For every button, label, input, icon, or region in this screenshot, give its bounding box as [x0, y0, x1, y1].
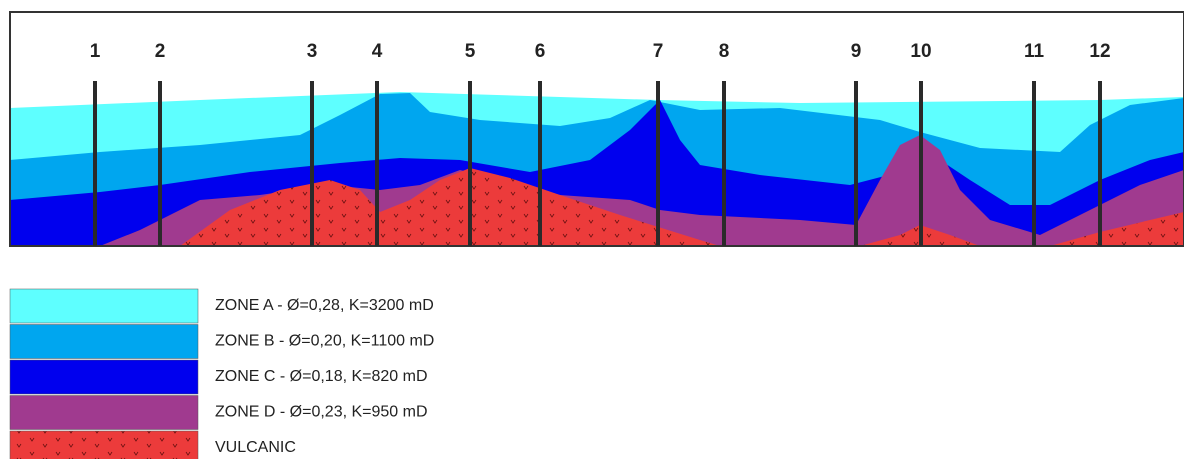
legend-label: ZONE C - Ø=0,18, K=820 mD [215, 368, 428, 385]
legend-swatch [9, 395, 199, 430]
well-label: 3 [307, 41, 318, 62]
well-label: 12 [1089, 41, 1110, 62]
frame [9, 11, 1184, 247]
well-label: 9 [851, 41, 862, 62]
legend-swatch [9, 324, 199, 359]
legend-label: VULCANIC [215, 439, 296, 456]
well-label: 7 [653, 41, 664, 62]
legend-swatch [9, 359, 199, 395]
well-label: 8 [719, 41, 730, 62]
well-label: 1 [90, 41, 101, 62]
legend-label: ZONE A - Ø=0,28, K=3200 mD [215, 297, 434, 314]
sky [10, 12, 1184, 108]
vulcanic [180, 168, 1184, 246]
well-label: 5 [465, 41, 476, 62]
legend: ZONE A - Ø=0,28, K=3200 mD ZONE B - Ø=0,2… [9, 288, 434, 459]
wells: 1 2 3 4 5 6 7 8 9 10 11 12 [90, 41, 1111, 246]
section [10, 12, 1184, 246]
legend-swatch [9, 288, 199, 324]
well-label: 6 [535, 41, 546, 62]
well-label: 10 [910, 41, 931, 62]
legend-swatch [9, 430, 199, 459]
well-label: 2 [155, 41, 166, 62]
well-label: 11 [1024, 41, 1045, 62]
legend-label: ZONE D - Ø=0,23, K=950 mD [215, 404, 428, 421]
legend-label: ZONE B - Ø=0,20, K=1100 mD [215, 333, 434, 350]
well-label: 4 [372, 41, 383, 62]
